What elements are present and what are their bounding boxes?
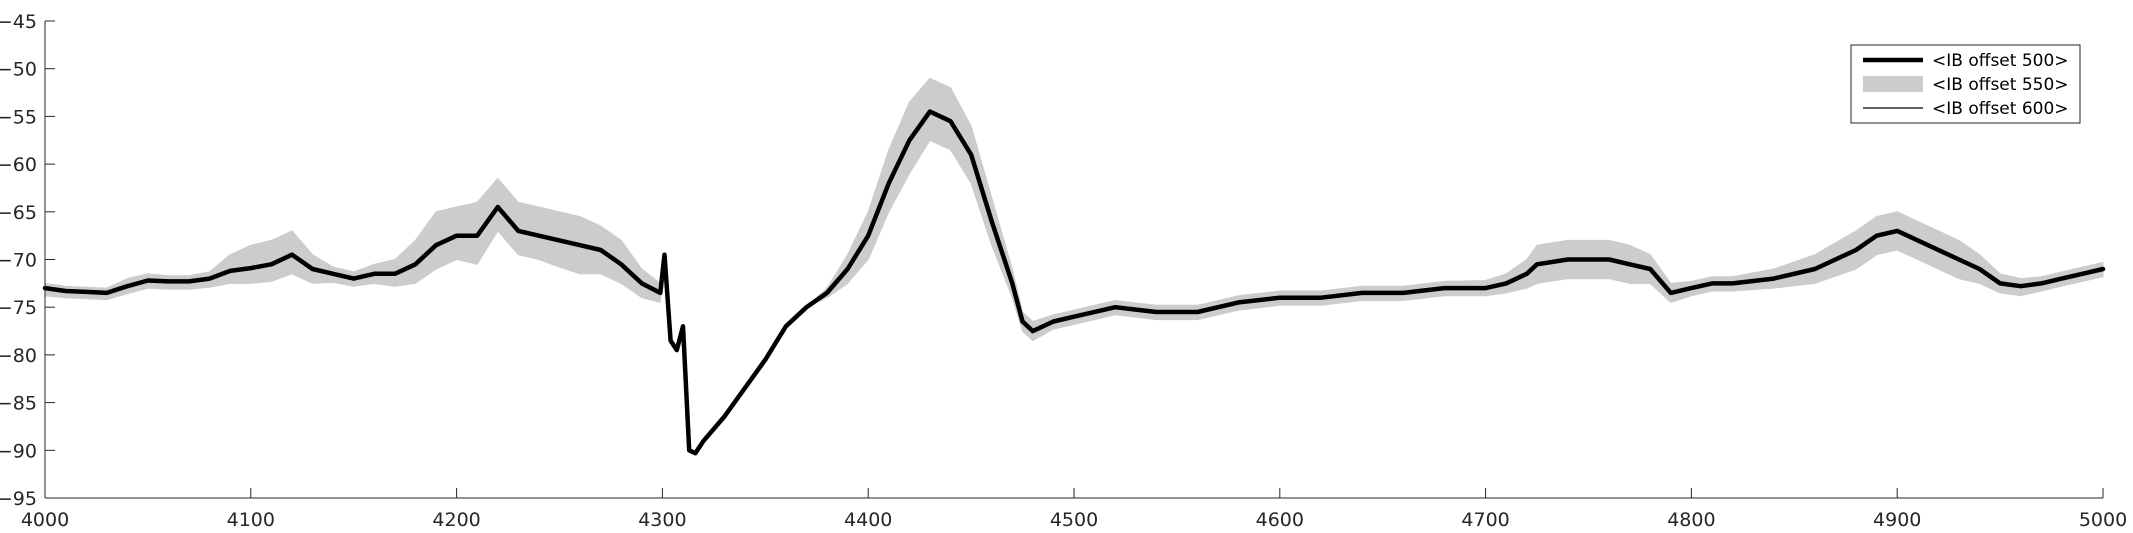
y-tick-label: −85 (0, 393, 37, 415)
x-tick-label: 4400 (844, 509, 892, 531)
legend: <IB offset 500> <IB offset 550> <IB offset… (1850, 44, 2081, 124)
y-tick-label: −90 (0, 440, 37, 462)
series-band-group (44, 77, 2104, 454)
y-tick-label: −70 (0, 250, 37, 272)
y-tick-label: −60 (0, 154, 37, 176)
y-tick-label: −95 (0, 488, 37, 510)
y-tick-label: −45 (0, 11, 37, 33)
legend-entry-label: <IB offset 550> (1932, 75, 2069, 95)
y-tick-label: −80 (0, 345, 37, 367)
x-tick-label: 4100 (227, 509, 275, 531)
x-tick-label: 4600 (1256, 509, 1304, 531)
y-tick-label: −55 (0, 106, 37, 128)
y-tick-label: −75 (0, 297, 37, 319)
x-tick-label: 4200 (432, 509, 480, 531)
x-tick-label: 4800 (1667, 509, 1715, 531)
series-band-area (44, 77, 2104, 454)
legend-entry-label: <IB offset 500> (1932, 51, 2069, 71)
legend-entry-label: <IB offset 600> (1932, 99, 2069, 119)
x-tick-label: 4000 (21, 509, 69, 531)
series-thick-line (42, 109, 2106, 456)
x-tick-label: 4900 (1873, 509, 1921, 531)
series-thick-group (42, 109, 2106, 456)
y-tick-label: −65 (0, 202, 37, 224)
x-tick-label: 4700 (1461, 509, 1509, 531)
legend-swatch-band (1863, 76, 1923, 92)
x-tick-label: 4300 (638, 509, 686, 531)
x-tick-label: 4500 (1050, 509, 1098, 531)
y-tick-label: −50 (0, 59, 37, 81)
x-tick-label: 5000 (2079, 509, 2127, 531)
